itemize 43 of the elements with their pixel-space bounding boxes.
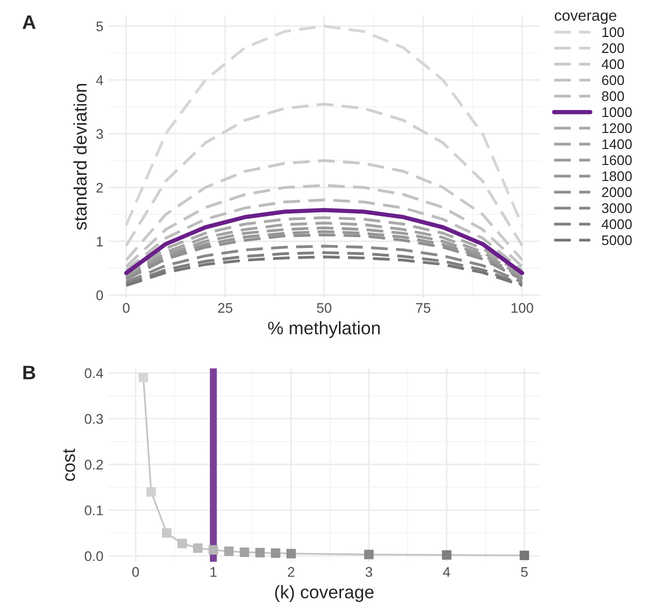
x-tick-label: 0 <box>132 567 139 577</box>
legend-label: 3000 <box>602 203 632 214</box>
legend-label: 1200 <box>602 123 632 134</box>
legend-label: 100 <box>602 27 624 38</box>
y-tick-label: 5 <box>96 22 103 32</box>
y-tick-label: 3 <box>96 129 103 139</box>
y-tick-label: 0.0 <box>84 551 103 562</box>
legend-label: 1600 <box>602 155 632 166</box>
legend-label: 400 <box>602 59 624 70</box>
legend-label: 1400 <box>602 139 632 150</box>
legend-label: 800 <box>602 91 624 102</box>
y-tick-label: 0 <box>96 290 103 300</box>
x-axis-title: % methylation <box>268 321 380 338</box>
y-tick-label: 0.4 <box>84 368 104 378</box>
legend-label: 4000 <box>602 219 632 230</box>
y-tick-label: 0.1 <box>84 505 103 516</box>
x-tick-label: 75 <box>416 303 430 313</box>
x-tick-label: 3 <box>366 567 372 577</box>
x-tick-label: 5 <box>521 567 528 577</box>
chart-title: B <box>23 366 36 380</box>
legend-label: 200 <box>602 43 624 54</box>
legend-label: 2000 <box>602 187 632 198</box>
legend-label: 1800 <box>602 171 632 182</box>
x-tick-label: 50 <box>317 303 332 313</box>
legend-label: 600 <box>602 75 624 86</box>
legend-label: 1000 <box>602 107 632 118</box>
y-axis-title: cost <box>63 448 76 481</box>
x-tick-label: 1 <box>210 567 217 577</box>
y-tick-label: 0.3 <box>84 414 103 424</box>
chart-title: A <box>22 15 36 29</box>
x-tick-label: 0 <box>122 303 130 313</box>
y-tick-label: 2 <box>96 182 103 193</box>
x-tick-label: 100 <box>512 303 534 313</box>
x-tick-label: 25 <box>218 303 232 313</box>
x-axis-title: (k) coverage <box>275 585 374 602</box>
legend-label: 5000 <box>602 235 632 246</box>
y-tick-label: 0.2 <box>84 460 103 470</box>
y-tick-label: 1 <box>96 236 103 246</box>
legend-title: coverage <box>554 12 616 24</box>
x-tick-label: 2 <box>288 567 294 577</box>
x-tick-label: 4 <box>443 567 450 577</box>
y-tick-label: 4 <box>96 75 104 85</box>
y-axis-title: standard deviation <box>73 84 87 230</box>
